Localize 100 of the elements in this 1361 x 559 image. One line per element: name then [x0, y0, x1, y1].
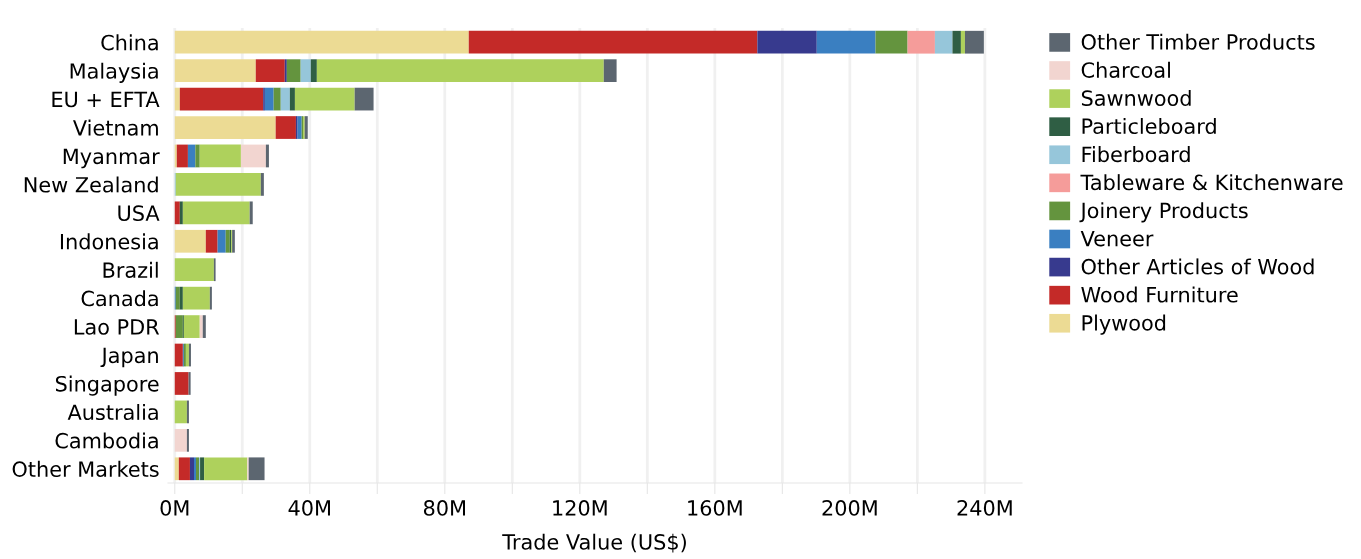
- y-tick-label: New Zealand: [24, 176, 158, 193]
- bar: [182, 286, 210, 310]
- y-tick-label: Brazil: [103, 261, 158, 278]
- bar: [200, 457, 205, 481]
- bar: [176, 144, 188, 168]
- legend-label: Plywood: [1082, 314, 1166, 335]
- legend-label: Charcoal: [1081, 61, 1170, 78]
- bar: [187, 144, 196, 168]
- bar: [280, 87, 290, 111]
- bar: [174, 201, 180, 225]
- bar: [249, 201, 253, 225]
- bar: [174, 87, 180, 111]
- bar: [174, 30, 469, 54]
- bar: [275, 116, 296, 139]
- bar: [174, 258, 214, 282]
- legend-label: Fiberboard: [1082, 146, 1190, 163]
- y-tick-label: Lao PDR: [74, 319, 160, 335]
- y-tick-label: Myanmar: [63, 148, 160, 169]
- y-tick-label: USA: [118, 205, 160, 222]
- bar: [175, 173, 261, 196]
- bar: [189, 457, 194, 481]
- bar: [286, 59, 301, 83]
- y-tick-label: Other Markets: [12, 460, 159, 477]
- legend-label: Particleboard: [1082, 117, 1216, 135]
- bar: [952, 30, 961, 54]
- bar: [205, 229, 218, 253]
- bar: [240, 144, 266, 168]
- bar: [960, 30, 965, 54]
- bar: [174, 59, 256, 83]
- bar: [186, 428, 189, 452]
- legend-label: Sawnwood: [1081, 89, 1191, 107]
- legend-label: Other Timber Products: [1081, 33, 1315, 50]
- legend-label: Joinery Products: [1079, 202, 1248, 223]
- bar: [174, 428, 187, 452]
- bar: [265, 144, 269, 168]
- bar: [354, 87, 374, 111]
- y-tick-label: Australia: [67, 403, 158, 421]
- bar: [964, 30, 984, 54]
- y-tick-label: China: [101, 34, 158, 51]
- legend-label: Veneer: [1080, 230, 1154, 247]
- bar: [174, 343, 183, 367]
- legend-label: Other Articles of Wood: [1081, 258, 1314, 275]
- x-tick-label: 0M: [160, 500, 189, 516]
- legend-label: Wood Furniture: [1081, 286, 1238, 303]
- bar: [297, 116, 302, 139]
- y-tick-label: Japan: [100, 347, 158, 368]
- bar: [248, 457, 265, 481]
- y-tick-label: EU + EFTA: [52, 91, 160, 108]
- y-tick-label: Cambodia: [55, 432, 158, 449]
- legend-label: Tableware & Kitchenware: [1080, 174, 1343, 191]
- bar: [289, 87, 295, 111]
- bar: [757, 30, 817, 54]
- bar: [225, 229, 230, 253]
- y-tick-label: Vietnam: [73, 119, 158, 136]
- bar: [907, 30, 935, 54]
- bar: [260, 173, 264, 196]
- bar: [264, 87, 274, 111]
- bar: [300, 59, 311, 83]
- y-tick-label: Malaysia: [70, 62, 158, 83]
- bar: [188, 372, 191, 395]
- x-tick-label: 240M: [957, 500, 1012, 516]
- bar: [603, 59, 617, 83]
- bar: [468, 30, 758, 54]
- y-tick-label: Canada: [81, 290, 158, 307]
- bar: [179, 87, 264, 111]
- bar: [174, 144, 177, 168]
- bar: [217, 229, 226, 253]
- bar: [174, 457, 179, 481]
- x-tick-label: 80M: [423, 500, 465, 516]
- bar: [310, 59, 317, 83]
- x-axis-title: Trade Value (US$): [502, 533, 686, 553]
- bar: [178, 457, 190, 481]
- bar: [179, 286, 183, 310]
- bar: [175, 315, 183, 338]
- bar: [174, 229, 206, 253]
- x-tick-label: 160M: [688, 500, 742, 516]
- bar: [255, 59, 285, 83]
- bar: [284, 59, 287, 83]
- bar: [174, 116, 276, 139]
- bar: [182, 201, 250, 225]
- bar: [195, 144, 200, 168]
- bar: [294, 87, 355, 111]
- bar: [174, 372, 189, 395]
- bar: [179, 201, 183, 225]
- x-tick-label: 40M: [288, 500, 330, 516]
- bar: [209, 286, 212, 310]
- bar: [174, 400, 187, 424]
- bar: [934, 30, 953, 54]
- bar: [316, 59, 604, 83]
- bar: [183, 315, 200, 338]
- bar: [816, 30, 876, 54]
- y-tick-label: Indonesia: [60, 233, 158, 250]
- bar: [175, 286, 180, 310]
- bar: [273, 87, 281, 111]
- bar: [199, 144, 241, 168]
- y-tick-label: Singapore: [55, 375, 159, 396]
- bar: [204, 457, 248, 481]
- bar: [186, 400, 189, 424]
- bar: [875, 30, 908, 54]
- x-tick-label: 120M: [553, 500, 607, 516]
